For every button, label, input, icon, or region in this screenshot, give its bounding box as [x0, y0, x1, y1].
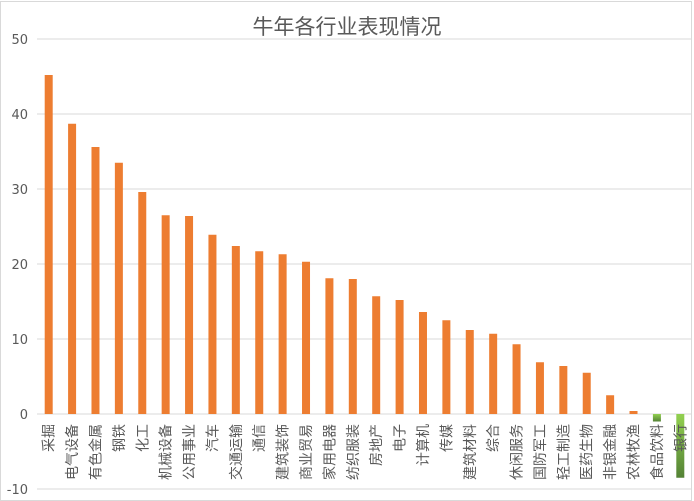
bar-非银金融: [606, 395, 615, 414]
bar-银行: [676, 414, 685, 478]
x-category-label: 纺织服装: [346, 424, 362, 480]
x-category-label: 机械设备: [158, 424, 175, 480]
x-category-label: 公用事业: [182, 424, 198, 480]
bar-汽车: [208, 234, 217, 414]
x-category-label: 医药生物: [580, 424, 596, 480]
y-tick-label: 0: [20, 408, 28, 423]
bar-农林牧渔: [629, 411, 638, 414]
x-category-label: 电子: [393, 424, 409, 452]
bar-电气设备: [68, 123, 77, 414]
y-tick-label: 20: [11, 258, 28, 273]
bar-商业贸易: [302, 261, 311, 414]
chart-title: 牛年各行业表现情况: [253, 15, 442, 39]
bar-国防军工: [535, 362, 544, 414]
bar-食品饮料: [652, 414, 661, 422]
y-tick-label: -10: [7, 483, 28, 495]
x-category-label: 建筑材料: [463, 424, 479, 480]
x-category-label: 交通运输: [228, 424, 245, 480]
bar-休闲服务: [512, 344, 521, 414]
x-category-label: 农林牧渔: [627, 424, 643, 480]
x-category-label: 通信: [252, 424, 268, 452]
bar-公用事业: [185, 216, 194, 414]
bar-家用电器: [325, 278, 334, 414]
bar-综合: [489, 333, 498, 414]
x-category-label: 有色金属: [87, 424, 104, 480]
x-category-label: 家用电器: [321, 424, 338, 480]
x-category-label: 国防军工: [533, 424, 549, 480]
bar-房地产: [372, 296, 381, 414]
bar-纺织服装: [348, 279, 357, 414]
x-category-label: 汽车: [204, 424, 221, 452]
bar-轻工制造: [559, 366, 568, 414]
bar-传媒: [442, 320, 451, 414]
x-category-label: 商业贸易: [299, 424, 315, 480]
bar-建筑装饰: [278, 254, 287, 414]
y-axis-labels: 50 40 30 20 10 0 -10: [7, 33, 28, 495]
bar-医药生物: [582, 372, 591, 414]
x-category-label: 建筑装饰: [276, 424, 292, 480]
bar-交通运输: [231, 246, 240, 414]
x-category-label: 传媒: [439, 424, 455, 452]
x-category-label: 钢铁: [112, 424, 128, 452]
x-category-label: 计算机: [416, 424, 432, 466]
bar-计算机: [418, 312, 427, 414]
bar-通信: [255, 251, 264, 414]
x-category-label: 化工: [135, 424, 151, 452]
bar-化工: [138, 192, 147, 414]
y-tick-label: 40: [11, 108, 28, 123]
x-category-label: 食品饮料: [649, 424, 666, 480]
x-category-label: 采掘: [42, 424, 58, 452]
x-category-label: 综合: [486, 424, 502, 452]
bar-钢铁: [114, 162, 123, 414]
y-tick-label: 10: [11, 333, 28, 348]
bar-采掘: [44, 75, 53, 414]
gridlines: [37, 38, 692, 490]
x-category-label: 轻工制造: [556, 424, 572, 480]
x-category-label: 银行: [673, 424, 689, 452]
x-category-label: 房地产: [369, 424, 385, 466]
bar-电子: [395, 300, 404, 414]
bar-有色金属: [91, 147, 100, 414]
x-category-label: 休闲服务: [510, 424, 526, 480]
bar-建筑材料: [465, 330, 474, 414]
x-category-label: 非银金融: [603, 424, 619, 480]
bars: [44, 75, 685, 478]
x-axis-labels: 采掘 电气设备 有色金属 钢铁 化工 机械设备 公用事业 汽车 交通运输 通信 建筑装饰 商业贸易 家用…: [42, 424, 690, 480]
bar-机械设备: [161, 215, 170, 414]
x-category-label: 电气设备: [64, 424, 81, 480]
y-tick-label: 30: [11, 183, 28, 198]
y-tick-label: 50: [11, 33, 28, 48]
